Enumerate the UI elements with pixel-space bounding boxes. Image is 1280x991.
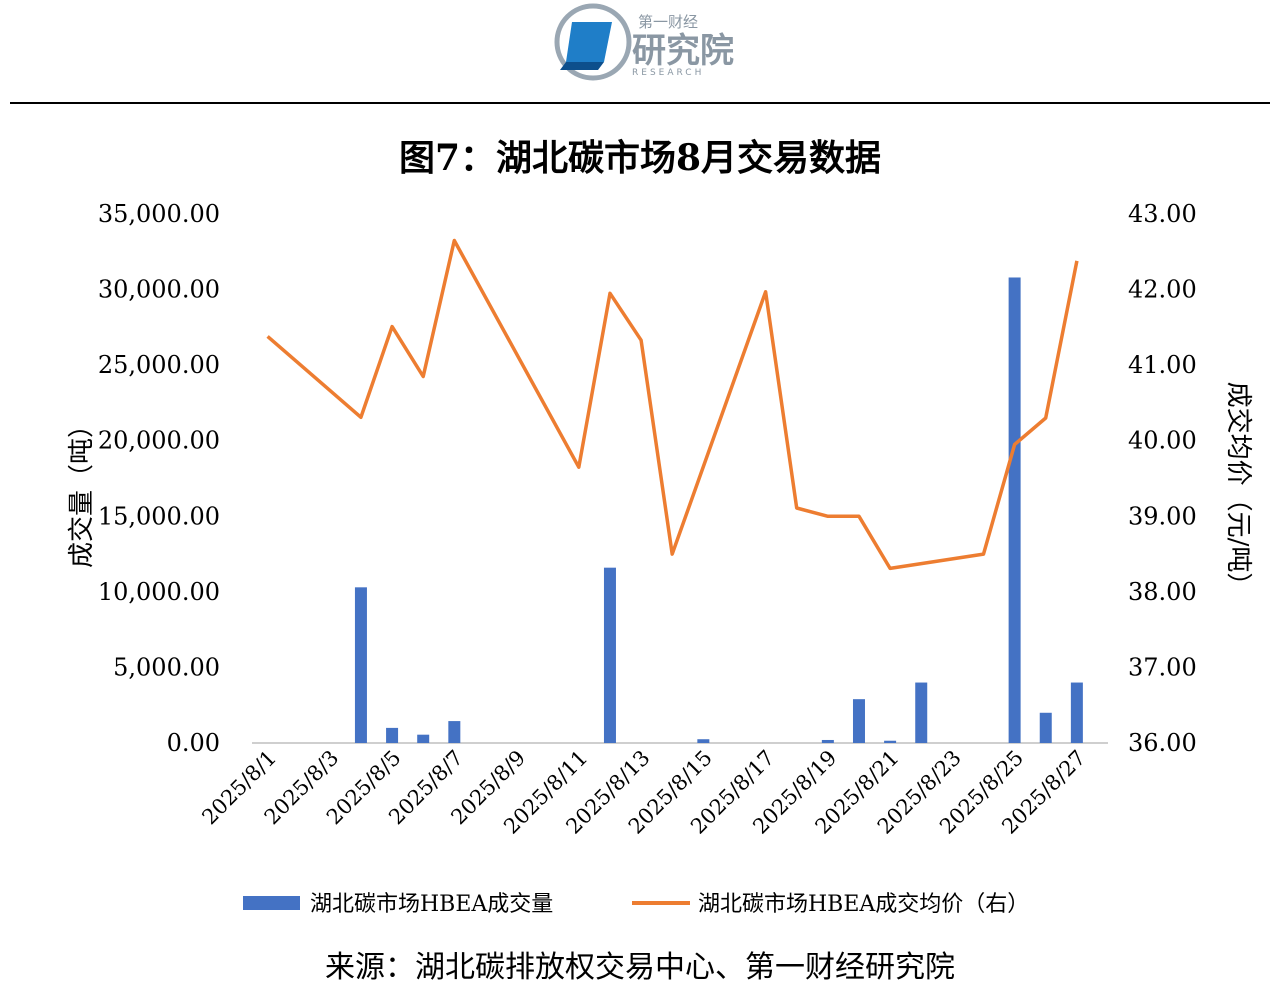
y-axis-left: 0.00 5,000.00 10,000.00 15,000.00 20,000.00 2…	[98, 200, 220, 757]
logo-top-text: 第一财经	[638, 13, 698, 31]
logo-main-text: 研究院	[632, 31, 734, 71]
y-tick-label: 25,000.00	[98, 351, 220, 379]
y2-tick-label: 38.00	[1128, 578, 1197, 606]
header-rule	[10, 102, 1270, 104]
y2-tick-label: 41.00	[1128, 351, 1197, 379]
y2-tick-label: 36.00	[1128, 729, 1197, 757]
legend-label-bar: 湖北碳市场HBEA成交量	[310, 892, 553, 917]
x-axis: 2025/8/12025/8/32025/8/52025/8/72025/8/9…	[197, 746, 1090, 839]
line-series	[266, 238, 1079, 571]
logo-mark	[554, 3, 632, 81]
bar	[354, 587, 367, 743]
y-axis-right-label: 成交均价（元/吨）	[1223, 382, 1253, 599]
bar	[821, 739, 834, 743]
legend: 湖北碳市场HBEA成交量 湖北碳市场HBEA成交均价（右）	[243, 892, 1029, 917]
y2-tick-label: 40.00	[1128, 427, 1197, 455]
y2-tick-label: 39.00	[1128, 502, 1197, 530]
y-axis-right: 36.00 37.00 38.00 39.00 40.00 41.00 42.00 43.00	[1128, 200, 1197, 757]
bar	[915, 682, 928, 743]
bar	[852, 699, 865, 743]
legend-label-line: 湖北碳市场HBEA成交均价（右）	[698, 892, 1029, 917]
legend-swatch-bar	[243, 896, 300, 910]
y-tick-label: 15,000.00	[98, 502, 220, 530]
logo-sub-text: RESEARCH	[632, 68, 704, 78]
y-tick-label: 0.00	[167, 729, 220, 757]
y-tick-label: 20,000.00	[98, 427, 220, 455]
bar	[1039, 712, 1052, 743]
bar	[386, 727, 399, 743]
y-axis-left-label: 成交量（吨）	[67, 412, 97, 568]
bar	[697, 739, 710, 743]
logo: 第一财经 研究院 RESEARCH	[554, 3, 734, 81]
y2-tick-label: 43.00	[1128, 200, 1197, 228]
y2-tick-label: 37.00	[1128, 653, 1197, 681]
chart: 图7：湖北碳市场8月交易数据 0.00 5,000.00 10,000.00 15,0…	[67, 137, 1253, 917]
y-tick-label: 10,000.00	[98, 578, 220, 606]
bar-series	[354, 277, 1083, 743]
source-note: 来源：湖北碳排放权交易中心、第一财经研究院	[325, 950, 955, 985]
bar	[448, 721, 461, 743]
y-tick-label: 35,000.00	[98, 200, 220, 228]
bar	[1070, 682, 1083, 743]
y2-tick-label: 42.00	[1128, 276, 1197, 304]
price-line	[266, 238, 1079, 571]
bar	[884, 740, 897, 743]
bar	[417, 734, 430, 743]
y-tick-label: 30,000.00	[98, 276, 220, 304]
chart-title: 图7：湖北碳市场8月交易数据	[399, 137, 881, 179]
bar	[603, 567, 616, 743]
bar	[1008, 277, 1021, 743]
y-tick-label: 5,000.00	[113, 653, 220, 681]
